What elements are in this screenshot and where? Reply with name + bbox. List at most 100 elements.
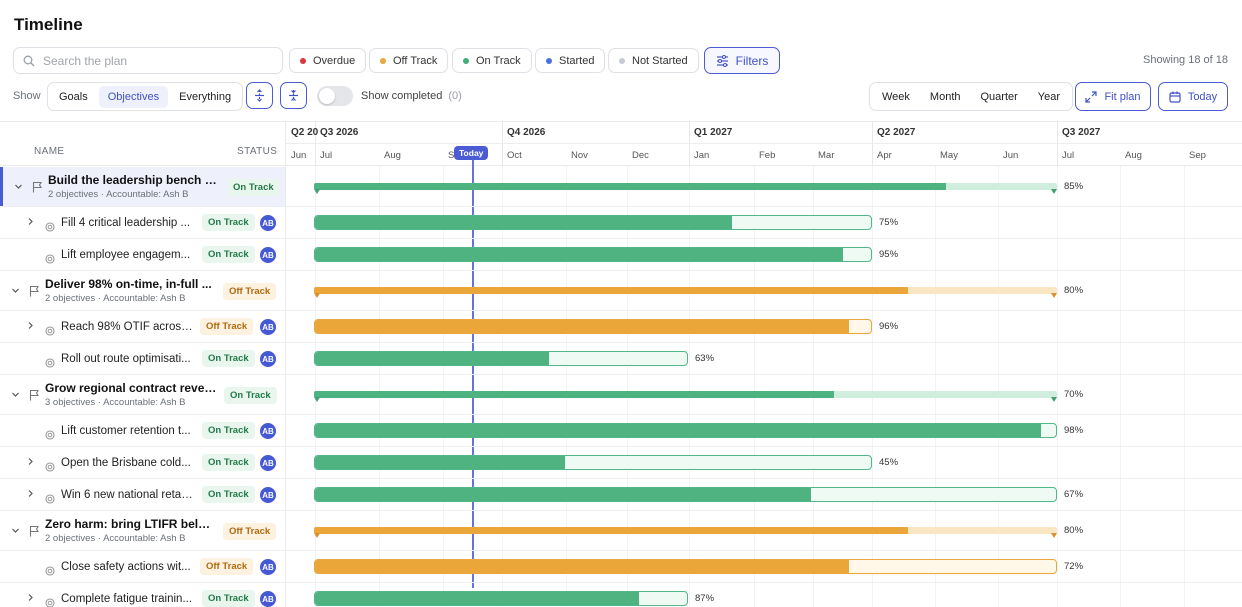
avatar[interactable]: AB	[260, 423, 276, 439]
filter-not-started[interactable]: Not Started	[608, 48, 699, 73]
avatar[interactable]: AB	[260, 319, 276, 335]
avatar[interactable]: AB	[260, 247, 276, 263]
objective-timeline-bar[interactable]	[314, 423, 1057, 438]
objective-row[interactable]: Complete fatigue trainin... On Track AB 87%	[0, 583, 1242, 607]
show-completed-toggle[interactable]	[317, 86, 353, 106]
row-toggle[interactable]	[26, 593, 35, 604]
show-everything[interactable]: Everything	[179, 90, 232, 103]
objective-row[interactable]: Win 6 new national retai... On Track AB 67%	[0, 479, 1242, 511]
row-name-cell[interactable]: Roll out route optimisati... On Track AB	[0, 343, 286, 374]
objective-title[interactable]: Open the Brisbane cold...	[61, 457, 191, 469]
row-name-cell[interactable]: Complete fatigue trainin... On Track AB	[0, 583, 286, 607]
quarter-label: Q2 2027	[877, 127, 916, 138]
zoom-year[interactable]: Year	[1037, 90, 1061, 103]
avatar[interactable]: AB	[260, 487, 276, 503]
avatar[interactable]: AB	[260, 559, 276, 575]
objective-timeline-bar[interactable]	[314, 319, 872, 334]
chevron-right-icon[interactable]	[26, 593, 35, 602]
filter-overdue[interactable]: Overdue	[289, 48, 367, 73]
zoom-week[interactable]: Week	[882, 90, 910, 103]
row-name-cell[interactable]: Win 6 new national retai... On Track AB	[0, 479, 286, 510]
fit-plan-button[interactable]: Fit plan	[1075, 82, 1151, 111]
objective-row[interactable]: Fill 4 critical leadership ... On Track AB…	[0, 207, 1242, 239]
goal-title[interactable]: Zero harm: bring LTIFR below...	[45, 517, 217, 531]
objective-row[interactable]: Lift customer retention t... On Track AB 98…	[0, 415, 1242, 447]
row-toggle[interactable]	[14, 182, 23, 193]
row-name-cell[interactable]: Zero harm: bring LTIFR below... 2 objecti…	[0, 511, 286, 550]
goal-row[interactable]: Zero harm: bring LTIFR below... 2 objecti…	[0, 511, 1242, 551]
objective-title[interactable]: Win 6 new national retai...	[61, 489, 193, 501]
row-name-cell[interactable]: Grow regional contract reven... 3 objecti…	[0, 375, 286, 414]
row-name-cell[interactable]: Lift customer retention t... On Track AB	[0, 415, 286, 446]
goal-timeline-bar[interactable]	[314, 183, 1057, 190]
row-name-cell[interactable]: Lift employee engagem... On Track AB	[0, 239, 286, 270]
objective-timeline-bar[interactable]	[314, 247, 872, 262]
search-input[interactable]	[43, 53, 243, 68]
chevron-down-icon[interactable]	[14, 182, 23, 191]
chevron-right-icon[interactable]	[26, 321, 35, 330]
objective-row[interactable]: Reach 98% OTIF across... Off Track AB 96%	[0, 311, 1242, 343]
chevron-right-icon[interactable]	[26, 457, 35, 466]
objective-timeline-bar[interactable]	[314, 591, 688, 606]
zoom-month[interactable]: Month	[929, 90, 961, 103]
objective-timeline-bar[interactable]	[314, 215, 872, 230]
filter-off-track[interactable]: Off Track	[369, 48, 449, 73]
avatar[interactable]: AB	[260, 351, 276, 367]
objective-timeline-bar[interactable]	[314, 487, 1057, 502]
goal-title[interactable]: Grow regional contract reven...	[45, 381, 217, 395]
objective-timeline-bar[interactable]	[314, 351, 688, 366]
chevron-down-icon[interactable]	[11, 526, 20, 535]
avatar[interactable]: AB	[260, 455, 276, 471]
today-button[interactable]: Today	[1158, 82, 1228, 111]
filter-started[interactable]: Started	[535, 48, 606, 73]
objective-timeline-bar[interactable]	[314, 455, 872, 470]
row-toggle[interactable]	[11, 526, 20, 537]
objective-title[interactable]: Roll out route optimisati...	[61, 353, 191, 365]
avatar[interactable]: AB	[260, 215, 276, 231]
objective-title[interactable]: Complete fatigue trainin...	[61, 593, 193, 605]
goal-timeline-bar[interactable]	[314, 287, 1057, 294]
search-box[interactable]	[13, 47, 283, 74]
chevron-right-icon[interactable]	[26, 489, 35, 498]
row-name-cell[interactable]: Reach 98% OTIF across... Off Track AB	[0, 311, 286, 342]
objective-title[interactable]: Fill 4 critical leadership ...	[61, 217, 191, 229]
row-toggle[interactable]	[11, 390, 20, 401]
objective-title[interactable]: Lift employee engagem...	[61, 249, 191, 261]
objective-row[interactable]: Close safety actions wit... Off Track AB 72…	[0, 551, 1242, 583]
goal-timeline-bar[interactable]	[314, 391, 1057, 398]
chevron-down-icon[interactable]	[11, 390, 20, 399]
objective-title[interactable]: Close safety actions wit...	[61, 561, 191, 573]
filters-button[interactable]: Filters	[704, 47, 780, 74]
goal-row[interactable]: Build the leadership bench fo... 2 object…	[0, 167, 1242, 207]
goal-title[interactable]: Build the leadership bench fo...	[48, 173, 220, 187]
objective-row[interactable]: Lift employee engagem... On Track AB 95%	[0, 239, 1242, 271]
objective-title[interactable]: Lift customer retention t...	[61, 425, 191, 437]
show-goals[interactable]: Goals	[59, 90, 88, 103]
row-name-cell[interactable]: Open the Brisbane cold... On Track AB	[0, 447, 286, 478]
row-name-cell[interactable]: Close safety actions wit... Off Track AB	[0, 551, 286, 582]
expand-all-button[interactable]	[246, 82, 273, 109]
chevron-down-icon[interactable]	[11, 286, 20, 295]
row-toggle[interactable]	[26, 489, 35, 500]
row-toggle[interactable]	[11, 286, 20, 297]
row-toggle[interactable]	[26, 321, 35, 332]
chevron-right-icon[interactable]	[26, 217, 35, 226]
goal-row[interactable]: Grow regional contract reven... 3 objecti…	[0, 375, 1242, 415]
objective-row[interactable]: Roll out route optimisati... On Track AB 63…	[0, 343, 1242, 375]
goal-timeline-bar[interactable]	[314, 527, 1057, 534]
objective-title[interactable]: Reach 98% OTIF across...	[61, 321, 193, 333]
avatar[interactable]: AB	[260, 591, 276, 607]
row-name-cell[interactable]: Fill 4 critical leadership ... On Track AB	[0, 207, 286, 238]
filter-on-track[interactable]: On Track	[452, 48, 532, 73]
collapse-all-button[interactable]	[280, 82, 307, 109]
show-objectives[interactable]: Objectives	[98, 85, 169, 108]
objective-timeline-bar[interactable]	[314, 559, 1057, 574]
row-toggle[interactable]	[26, 457, 35, 468]
goal-title[interactable]: Deliver 98% on-time, in-full ...	[45, 277, 212, 291]
row-name-cell[interactable]: Build the leadership bench fo... 2 object…	[0, 167, 286, 206]
objective-row[interactable]: Open the Brisbane cold... On Track AB 45%	[0, 447, 1242, 479]
zoom-quarter[interactable]: Quarter	[980, 90, 1018, 103]
row-toggle[interactable]	[26, 217, 35, 228]
row-name-cell[interactable]: Deliver 98% on-time, in-full ... 2 object…	[0, 271, 286, 310]
goal-row[interactable]: Deliver 98% on-time, in-full ... 2 object…	[0, 271, 1242, 311]
